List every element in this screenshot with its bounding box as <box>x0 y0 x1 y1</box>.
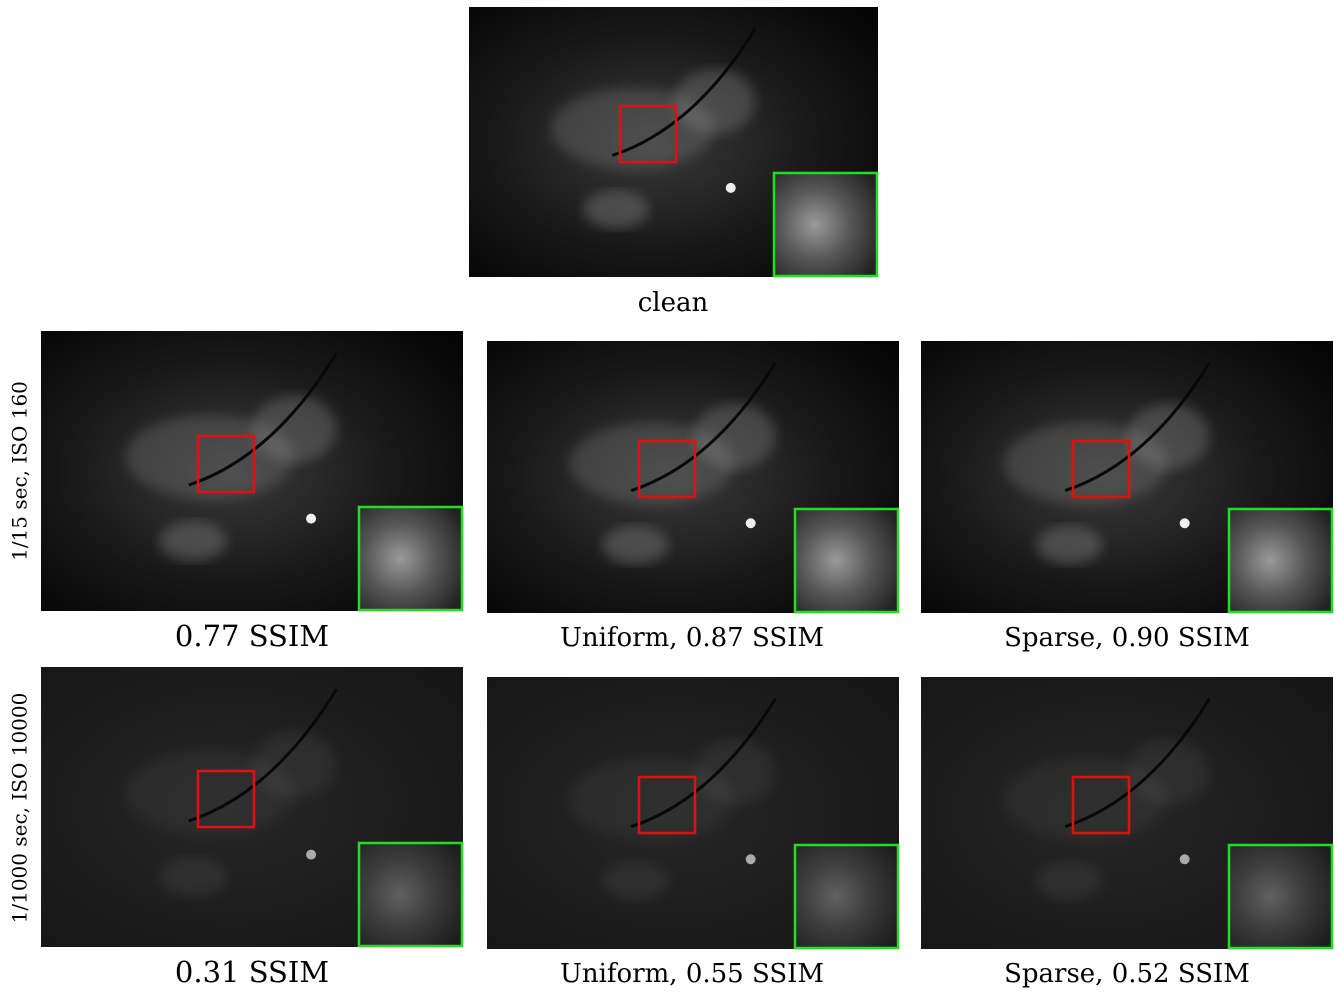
bright-spot <box>306 850 316 860</box>
city-glow <box>159 857 227 896</box>
caption: 0.31 SSIM <box>175 955 329 989</box>
city-glow <box>693 740 775 805</box>
image-panel <box>487 341 899 613</box>
city-glow <box>159 521 227 560</box>
image-panel <box>921 677 1333 949</box>
city-glow <box>1036 862 1102 900</box>
inset <box>795 509 898 612</box>
city-glow <box>602 526 668 564</box>
caption: 0.77 SSIM <box>175 619 329 653</box>
bright-spot <box>1180 518 1190 528</box>
row-label: 1/15 sec, ISO 160 <box>8 381 32 561</box>
city-glow <box>1036 526 1102 564</box>
inset <box>1229 509 1332 612</box>
image-panel <box>469 7 878 277</box>
inset <box>359 843 462 946</box>
caption: Uniform, 0.55 SSIM <box>560 959 824 989</box>
caption: Uniform, 0.87 SSIM <box>560 623 824 653</box>
bright-spot <box>1180 854 1190 864</box>
city-glow <box>1127 404 1209 469</box>
image-panel <box>921 341 1333 613</box>
image-panel <box>487 677 899 949</box>
city-glow <box>693 404 775 469</box>
city-glow <box>252 731 336 798</box>
caption: Sparse, 0.52 SSIM <box>1004 959 1250 989</box>
image-panel <box>41 667 463 947</box>
inset <box>795 845 898 948</box>
bright-spot <box>746 854 756 864</box>
inset <box>774 173 877 276</box>
city-glow <box>674 69 756 134</box>
bright-spot <box>746 518 756 528</box>
city-glow <box>584 191 649 229</box>
inset <box>1229 845 1332 948</box>
city-glow <box>602 862 668 900</box>
city-glow <box>252 395 336 462</box>
bright-spot <box>726 183 736 193</box>
caption: Sparse, 0.90 SSIM <box>1004 623 1250 653</box>
row-label: 1/1000 sec, ISO 10000 <box>8 693 32 924</box>
caption: clean <box>638 288 709 318</box>
image-panel <box>41 331 463 611</box>
figure: clean 1/15 sec, ISO 160 0.77 SSIM Uniform, … <box>0 0 1338 992</box>
city-glow <box>1127 740 1209 805</box>
bright-spot <box>306 514 316 524</box>
inset <box>359 507 462 610</box>
